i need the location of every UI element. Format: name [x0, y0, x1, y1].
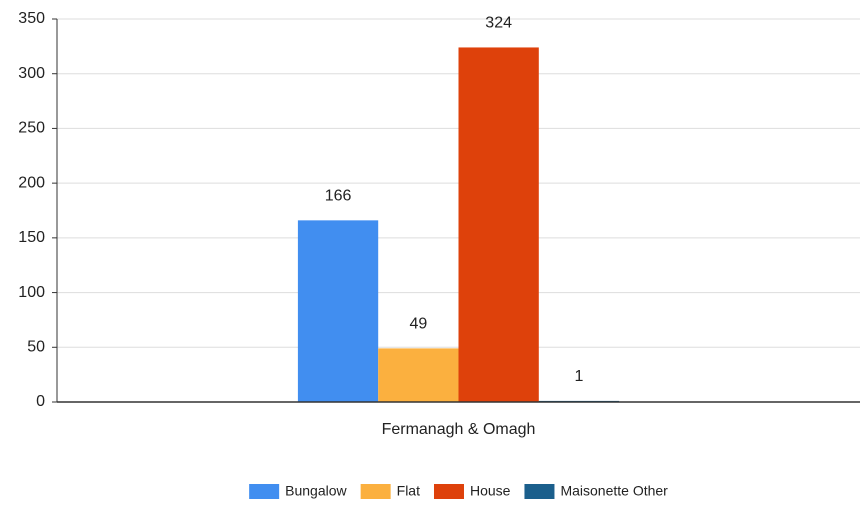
- data-label: 166: [325, 188, 352, 205]
- y-tick-label: 150: [18, 229, 45, 246]
- y-tick-label: 350: [18, 10, 45, 27]
- legend-label: Flat: [397, 483, 420, 499]
- y-tick-label: 200: [18, 174, 45, 191]
- y-tick-label: 300: [18, 65, 45, 82]
- legend-label: Maisonette Other: [560, 483, 668, 499]
- y-tick-label: 100: [18, 284, 45, 301]
- y-tick-label: 250: [18, 120, 45, 137]
- bar: [458, 47, 539, 403]
- y-tick-label: 50: [27, 339, 45, 356]
- legend-label: House: [470, 483, 511, 499]
- legend-label: Bungalow: [285, 483, 347, 499]
- legend-swatch: [433, 484, 464, 499]
- legend-swatch: [524, 484, 555, 499]
- legend-swatch: [249, 484, 280, 499]
- y-tick-label: 0: [36, 393, 45, 410]
- x-tick-label: Fermanagh & Omagh: [382, 421, 536, 438]
- data-label: 1: [574, 368, 583, 385]
- data-label: 49: [409, 316, 427, 333]
- bar: [297, 220, 379, 402]
- data-label: 324: [485, 15, 512, 32]
- legend-swatch: [360, 484, 391, 499]
- bar: [378, 348, 459, 402]
